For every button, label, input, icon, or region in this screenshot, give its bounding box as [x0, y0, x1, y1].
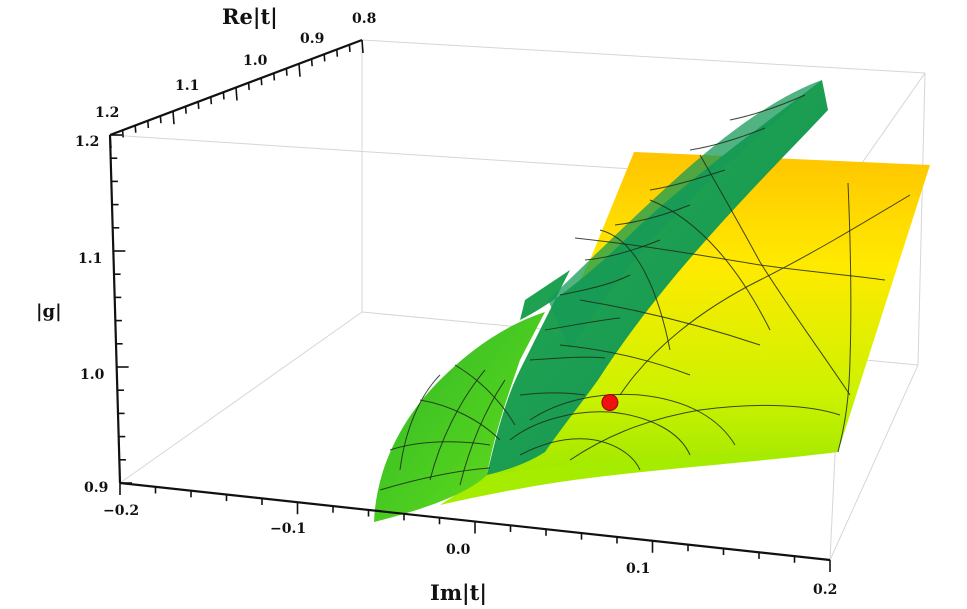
- yellow-surface: [486, 152, 930, 475]
- plot-box: [109, 39, 926, 561]
- re-axis-tick: [348, 44, 351, 52]
- re-tick-label: 1.0: [243, 53, 268, 69]
- re-axis-tick: [184, 106, 187, 114]
- re-axis-tick: [298, 63, 301, 77]
- green-branch: [487, 80, 828, 475]
- re-axis-tick: [109, 134, 112, 149]
- re-axis-tick: [121, 130, 124, 138]
- re-axis-tick: [210, 96, 213, 105]
- re-axis-tick: [222, 92, 225, 100]
- re-axis-tick: [134, 125, 137, 133]
- critical-point-marker: [601, 394, 619, 411]
- g-tick-label: 1.0: [80, 367, 105, 383]
- im-tick-label: 0.2: [813, 582, 837, 598]
- re-axis-tick: [260, 77, 263, 86]
- re-tick-label: 0.8: [352, 11, 376, 27]
- im-tick-label: −0.1: [270, 521, 306, 537]
- re-axis-tick: [147, 120, 150, 128]
- re-axis-tick: [336, 49, 339, 57]
- re-axis-tick: [172, 111, 175, 125]
- re-tick-label: 0.9: [300, 31, 324, 47]
- g-tick-labels: 0.9 1.0 1.1 1.2: [75, 134, 108, 496]
- re-axis-tick: [273, 73, 276, 81]
- re-axis-tick: [323, 54, 326, 62]
- green-branch-inner: [548, 80, 822, 350]
- g-tick-label: 0.9: [84, 480, 108, 496]
- re-tick-label: 1.1: [175, 78, 199, 94]
- green-lobe: [374, 312, 545, 522]
- im-axis-title: Im|t|: [430, 580, 487, 605]
- surface-mesh: [379, 94, 911, 491]
- re-axis-tick: [235, 87, 238, 101]
- im-tick-label: −0.2: [103, 503, 139, 519]
- g-tick-label: 1.2: [75, 134, 99, 150]
- im-tick-label: 0.0: [446, 542, 471, 558]
- re-tick-labels: 1.2 1.1 1.0 0.9 0.8: [95, 11, 376, 121]
- re-axis-tick: [310, 58, 313, 67]
- yellow-surface-lower: [440, 452, 838, 505]
- g-axis-line: [108, 134, 122, 484]
- axis-ticks: [109, 39, 831, 572]
- re-tick-label: 1.2: [95, 105, 119, 121]
- g-tick-label: 1.1: [78, 251, 102, 267]
- re-axis-tick: [361, 39, 364, 54]
- re-axis-tick: [197, 101, 200, 109]
- im-tick-label: 0.1: [626, 561, 650, 577]
- im-tick-labels: −0.2 −0.1 0.0 0.1 0.2: [103, 503, 837, 598]
- re-axis-title: Re|t|: [222, 4, 278, 29]
- g-axis-title: |g|: [36, 301, 62, 322]
- re-axis-tick: [247, 82, 250, 90]
- re-axis-tick: [159, 115, 162, 124]
- re-axis-tick: [285, 68, 288, 76]
